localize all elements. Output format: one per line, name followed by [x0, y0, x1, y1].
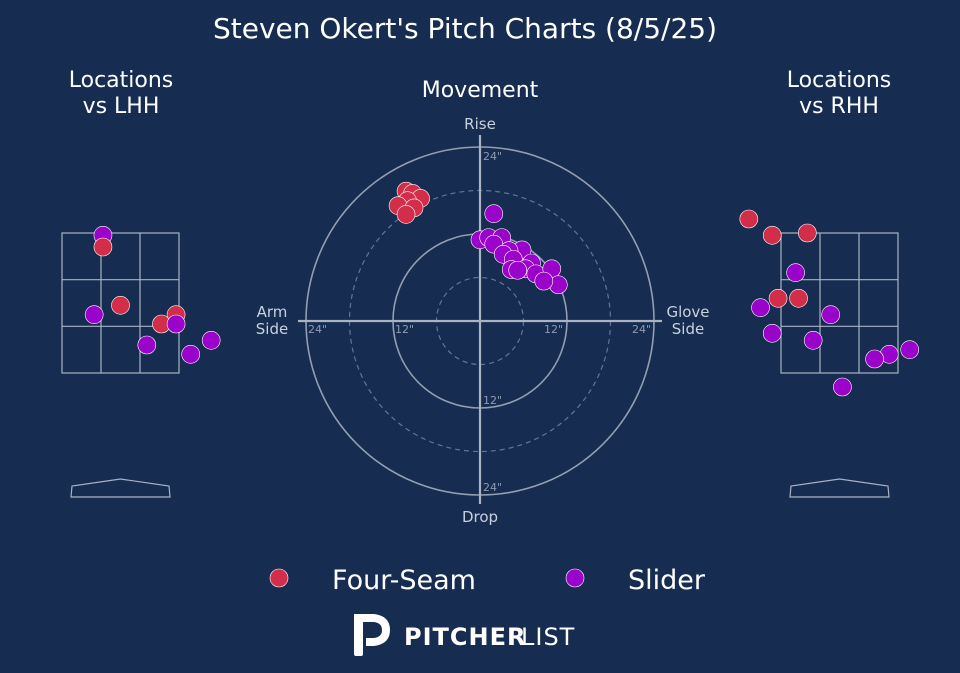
pitch-point-slider: [803, 331, 823, 350]
pitch-point-slider: [762, 324, 782, 343]
panel-title: Movement: [422, 78, 539, 103]
ring-label: 12": [544, 323, 563, 336]
axis-label-glove-side-line: Glove: [666, 303, 709, 321]
axis-label-glove-side: Glove Side: [666, 303, 709, 338]
ring-label: 24": [483, 481, 502, 494]
ring-label: 12": [395, 323, 414, 336]
panel-movement: Movement 24" 24" 12" 12" 12" 24" 24" Rise Drop Arm…: [256, 78, 710, 526]
pitch-point-four-seam: [93, 237, 113, 257]
panel-title-line: Locations: [69, 68, 174, 93]
pitch-point-slider: [534, 271, 554, 291]
pitch-point-slider: [484, 204, 504, 223]
ring-label: 24": [483, 150, 502, 163]
strike-zone: [61, 232, 180, 374]
panel-title: Locations vs RHH: [787, 68, 892, 119]
pitch-point-slider: [166, 314, 186, 334]
pitch-point-four-seam: [768, 289, 788, 308]
pitch-point-slider: [137, 335, 157, 355]
panel-title-line: Locations: [787, 68, 892, 93]
pitch-point-four-seam: [396, 205, 416, 224]
pitch-point-slider: [833, 377, 852, 397]
panel-title: Locations vs LHH: [69, 68, 174, 119]
axis-label-glove-side-line: Side: [672, 320, 704, 338]
ring-label: 24": [632, 323, 651, 336]
pitch-point-slider: [181, 345, 200, 364]
axis-label-drop: Drop: [462, 508, 498, 526]
chart-title: Steven Okert's Pitch Charts (8/5/25): [213, 12, 717, 45]
pitch-point-slider: [201, 331, 221, 350]
home-plate: [789, 478, 890, 498]
legend-marker-slider: [565, 568, 585, 588]
pitch-point-slider: [751, 298, 770, 317]
pitch-point-four-seam: [762, 226, 782, 245]
pitcherlist-logo-icon: [354, 614, 390, 656]
panel-locations-rhh: Locations vs RHH: [739, 68, 920, 498]
panel-title-line: vs LHH: [83, 94, 160, 119]
panel-title-line: vs RHH: [799, 94, 879, 119]
axis-label-arm-side: Arm Side: [256, 303, 288, 338]
axis-label-arm-side-line: Side: [256, 320, 288, 338]
pitch-point-slider: [865, 349, 884, 369]
logo-text-pitcher: PITCHER: [404, 623, 526, 651]
pitch-point-slider: [821, 305, 841, 324]
logo-bowl: [354, 614, 390, 646]
pitch-point-four-seam: [739, 209, 759, 229]
home-plate: [70, 478, 171, 498]
logo-text-list: LIST: [521, 623, 575, 651]
legend-marker-four-seam: [269, 568, 289, 588]
panel-locations-lhh: Locations vs LHH: [61, 68, 221, 498]
axis-label-arm-side-line: Arm: [257, 303, 288, 321]
panel-title-line: Movement: [422, 78, 539, 103]
pitch-point-slider: [84, 305, 104, 324]
pitch-point-slider: [786, 263, 805, 282]
pitch-point-four-seam: [111, 296, 130, 315]
legend-label: Four-Seam: [332, 565, 476, 596]
ring-label: 24": [308, 323, 327, 336]
pitch-point-slider: [508, 260, 528, 280]
axis-label-rise: Rise: [464, 115, 496, 133]
ring-label: 12": [483, 394, 502, 407]
legend-label: Slider: [628, 565, 706, 596]
logo-stem: [354, 616, 363, 656]
pitch-point-four-seam: [798, 223, 817, 243]
legend: Four-Seam Slider: [269, 565, 706, 596]
pitch-point-slider: [900, 340, 920, 359]
pitch-point-four-seam: [789, 289, 808, 308]
